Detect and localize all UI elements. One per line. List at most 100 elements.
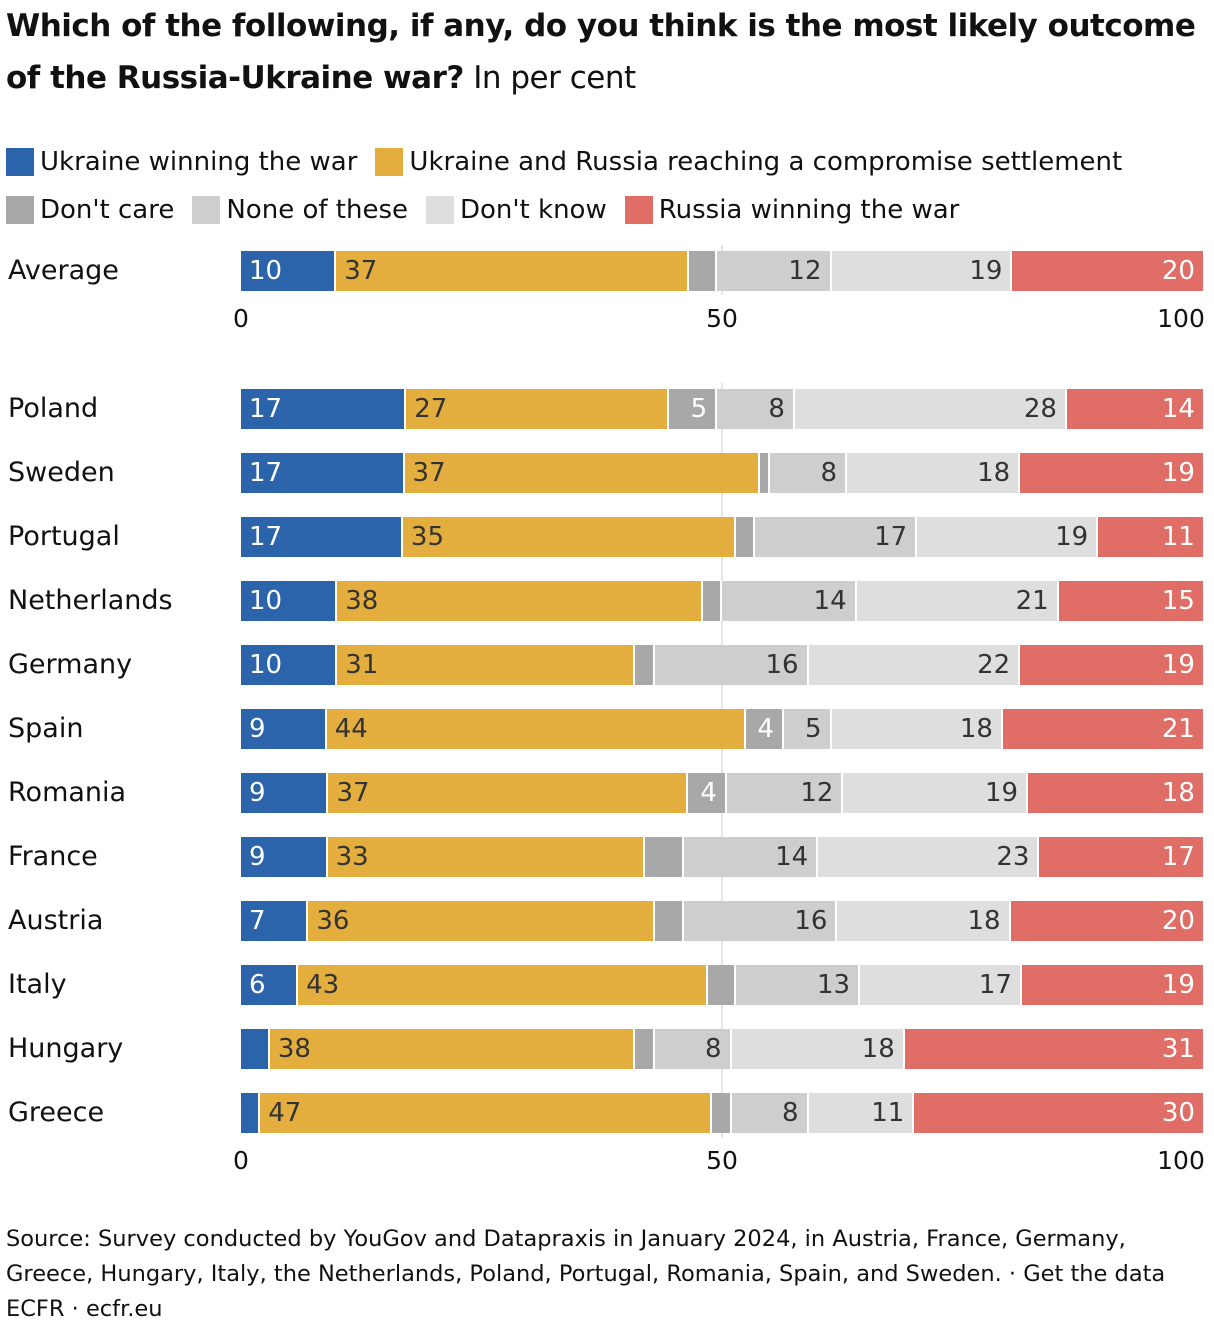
category-label: Romania (8, 777, 127, 808)
legend: Ukraine winning the war Ukraine and Russi… (6, 138, 1206, 234)
bar-segment-don-t-care: 4 (687, 773, 727, 813)
bar-segment-none-of-these: 12 (717, 251, 832, 291)
bar-segment-don-t-know: 19 (831, 251, 1013, 291)
bar-segment-ukraine-and-russia-reaching-a-compromise-settlement: 38 (337, 581, 703, 621)
category-label: Germany (8, 649, 133, 680)
stacked-bar: 9 44 4 5 18 21 (241, 709, 1203, 749)
legend-item: Ukraine winning the war (6, 147, 357, 177)
category-label: Netherlands (8, 585, 173, 616)
bar-segment-russia-winning-the-war: 20 (1010, 901, 1203, 941)
bar-segment-russia-winning-the-war: 30 (914, 1093, 1203, 1133)
legend-item: Russia winning the war (624, 195, 960, 225)
bar-segment-ukraine-winning-the-war: 9 (241, 709, 327, 749)
stacked-bar: 17 27 5 8 28 14 (241, 389, 1203, 429)
x-tick-label: 0 (233, 304, 249, 333)
category-label: Hungary (8, 1033, 124, 1064)
bar-segment-none-of-these: 12 (726, 773, 844, 813)
bar-segment-russia-winning-the-war: 19 (1020, 645, 1203, 685)
bar-segment-don-t-care (702, 581, 722, 621)
category-label: Greece (8, 1097, 105, 1128)
x-tick-label: 100 (1157, 1146, 1205, 1175)
bar-segment-russia-winning-the-war: 15 (1058, 581, 1203, 621)
category-label: France (8, 841, 98, 872)
credit: ECFR · ecfr.eu (6, 1296, 163, 1322)
footer: Source: Survey conducted by YouGov and D… (6, 1222, 1206, 1327)
bar-segment-don-t-care (654, 901, 684, 941)
bar-segment-none-of-these: 17 (755, 517, 918, 557)
stacked-bar: 7 36 16 18 20 (241, 901, 1203, 941)
stacked-bar: 17 37 8 18 19 (241, 453, 1203, 493)
bar-segment-none-of-these: 8 (654, 1029, 732, 1069)
bar-segment-ukraine-and-russia-reaching-a-compromise-settlement: 47 (260, 1093, 713, 1133)
legend-swatch (624, 196, 653, 224)
x-tick-label: 50 (706, 1146, 738, 1175)
x-tick-label: 0 (233, 1146, 249, 1175)
legend-item: Don't know (426, 195, 607, 225)
legend-label: Russia winning the war (658, 195, 960, 225)
bar-segment-none-of-these: 16 (654, 645, 809, 685)
bar-segment-ukraine-winning-the-war: 10 (241, 645, 338, 685)
stacked-bar: 10 31 16 22 19 (241, 645, 1203, 685)
x-tick-label: 100 (1157, 304, 1205, 333)
category-label: Italy (8, 969, 67, 1000)
bar-segment-ukraine-winning-the-war: 9 (241, 837, 328, 877)
legend-item: Don't care (6, 195, 174, 225)
legend-item: Ukraine and Russia reaching a compromise… (375, 147, 1122, 177)
bar-segment-ukraine-and-russia-reaching-a-compromise-settlement: 44 (326, 709, 746, 749)
legend-swatch (192, 196, 221, 224)
category-label: Spain (8, 713, 84, 744)
bar-segment-none-of-these: 13 (736, 965, 861, 1005)
bar-segment-don-t-care (736, 517, 756, 557)
stacked-bar: 10 38 14 21 15 (241, 581, 1203, 621)
bar-segment-none-of-these: 8 (731, 1093, 809, 1133)
bar-segment-don-t-know: 19 (917, 517, 1099, 557)
bar-segment-russia-winning-the-war: 21 (1002, 709, 1203, 749)
legend-label: Don't know (460, 195, 607, 225)
bar-segment-don-t-know: 18 (831, 709, 1003, 749)
category-label: Average (8, 255, 119, 286)
bar-segment-ukraine-winning-the-war: 17 (241, 389, 407, 429)
bar-segment-don-t-know: 21 (856, 581, 1059, 621)
bar-segment-ukraine-and-russia-reaching-a-compromise-settlement: 37 (404, 453, 761, 493)
bar-segment-don-t-know: 23 (818, 837, 1040, 877)
bar-segment-none-of-these: 14 (721, 581, 857, 621)
bar-segment-none-of-these: 14 (683, 837, 819, 877)
legend-item: None of these (192, 195, 408, 225)
bar-segment-don-t-care: 5 (668, 389, 718, 429)
category-label: Austria (8, 905, 104, 936)
bar-segment-ukraine-winning-the-war: 10 (241, 581, 338, 621)
bar-segment-ukraine-winning-the-war: 10 (241, 251, 337, 291)
bar-segment-ukraine-and-russia-reaching-a-compromise-settlement: 36 (308, 901, 655, 941)
bar-segment-ukraine-and-russia-reaching-a-compromise-settlement: 27 (406, 389, 669, 429)
legend-swatch (6, 196, 34, 224)
bar-segment-ukraine-and-russia-reaching-a-compromise-settlement: 37 (336, 251, 689, 291)
bar-segment-don-t-know: 28 (794, 389, 1067, 429)
bar-segment-don-t-care (645, 837, 684, 877)
bar-segment-don-t-care (635, 1029, 655, 1069)
stacked-bar: 17 35 17 19 11 (241, 517, 1203, 557)
bar-segment-russia-winning-the-war: 19 (1021, 965, 1203, 1005)
stacked-bar: 6 43 13 17 19 (241, 965, 1203, 1005)
bar-segment-none-of-these: 8 (717, 389, 795, 429)
bar-segment-don-t-know: 18 (731, 1029, 905, 1069)
bar-segment-russia-winning-the-war: 17 (1039, 837, 1203, 877)
source-note: Source: Survey conducted by YouGov and D… (6, 1226, 1126, 1287)
legend-label: Ukraine and Russia reaching a compromise… (409, 147, 1123, 177)
bar-segment-russia-winning-the-war: 20 (1012, 251, 1203, 291)
get-data-link[interactable]: Get the data (1023, 1261, 1166, 1287)
legend-swatch (6, 148, 34, 176)
bar-segment-ukraine-and-russia-reaching-a-compromise-settlement: 38 (269, 1029, 636, 1069)
bar-segment-russia-winning-the-war: 19 (1020, 453, 1203, 493)
chart-title: Which of the following, if any, do you t… (6, 0, 1211, 104)
legend-swatch (426, 196, 454, 224)
bar-segment-ukraine-and-russia-reaching-a-compromise-settlement: 43 (298, 965, 708, 1005)
bar-segment-ukraine-winning-the-war (241, 1029, 270, 1069)
x-tick-label: 50 (706, 304, 738, 333)
bar-segment-ukraine-winning-the-war: 9 (241, 773, 329, 813)
bar-segment-don-t-know: 18 (837, 901, 1011, 941)
category-label: Portugal (8, 521, 120, 552)
bar-segment-none-of-these: 8 (770, 453, 848, 493)
bar-segment-don-t-care (712, 1093, 732, 1133)
legend-label: Don't care (40, 195, 175, 225)
